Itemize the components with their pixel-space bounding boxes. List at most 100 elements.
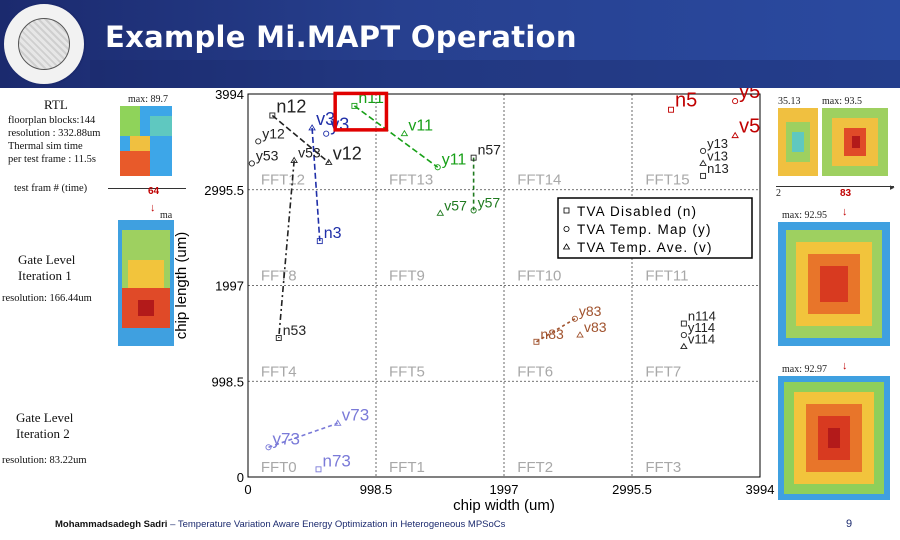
axis-ticks: 0 998.5 1997 2995.5 3994 0 998.5 1997 2995.5 3994 <box>204 88 774 497</box>
move-lines-layer <box>268 105 576 449</box>
seal-emblem-icon <box>18 18 70 70</box>
point-marker-triangle <box>333 419 342 426</box>
point-marker-circle <box>571 315 578 322</box>
point-marker-triangle <box>324 158 333 165</box>
point-label: y114 <box>688 320 715 335</box>
legend-box <box>557 197 753 259</box>
point-label: y11 <box>442 151 467 168</box>
rtl-line: resolution : 332.88um <box>8 128 101 139</box>
point-marker-circle <box>323 130 330 137</box>
rtl-line: Thermal sim time <box>8 141 83 152</box>
left-panel: RTL floorplan blocks:144 resolution : 33… <box>0 92 200 522</box>
point-label: y73 <box>273 429 300 448</box>
point-marker-square <box>470 154 477 161</box>
fft-block-label: FFT13 <box>389 172 433 189</box>
point-marker-square <box>316 238 323 245</box>
point-marker-square <box>700 172 707 179</box>
point-marker-triangle <box>680 342 688 350</box>
point-marker-triangle <box>308 124 316 131</box>
point-marker-triangle <box>699 159 707 166</box>
chart-legend: TVA Disabled (n) TVA Temp. Map (y) TVA Tem… <box>557 197 753 259</box>
fft-block-label: FFT12 <box>261 172 305 189</box>
highlight-box <box>333 91 389 132</box>
fft-block-label: FFT1 <box>389 459 425 476</box>
fft-block-label: FFT14 <box>517 172 561 189</box>
point-marker-circle <box>255 138 262 145</box>
gate1-max-label: ma <box>160 210 173 221</box>
x-tick-label: 998.5 <box>360 482 393 497</box>
point-label: v5 <box>739 116 760 138</box>
gate1-arrow-icon: ↓ <box>150 202 156 214</box>
point-label: n3 <box>324 225 342 242</box>
slide-footer: Mohammadsadegh Sadri – Temperature Varia… <box>55 519 505 530</box>
point-label: v3 <box>316 109 335 129</box>
legend-entry: TVA Temp. Ave. (v) <box>577 240 713 255</box>
point-label: n83 <box>540 326 564 342</box>
move-line <box>271 114 330 164</box>
point-label: v73 <box>342 405 369 424</box>
fft-label-layer: FFT12 FFT13 FFT14 FFT15 FFT8 FFT9 FFT10 FFT11 FF… <box>261 172 690 477</box>
fft-block-label: FFT15 <box>645 172 689 189</box>
point-label: v114 <box>688 332 715 347</box>
y-tick-label: 998.5 <box>211 374 244 389</box>
legend-entry: TVA Temp. Map (y) <box>577 222 712 237</box>
rtl-max-label: max: 89.7 <box>128 94 168 105</box>
point-label: v83 <box>584 319 607 335</box>
rtl-axis-label: test fram # (time) <box>14 183 88 194</box>
move-line <box>536 318 576 343</box>
gate2-heading-line: Iteration 2 <box>16 426 70 441</box>
slide-title: Example Mi.MAPT Operation <box>105 20 577 54</box>
point-label: y53 <box>256 147 279 163</box>
rtl-line: per test frame : 11.5s <box>8 154 96 165</box>
point-marker-circle <box>248 160 255 167</box>
fft-block-label: FFT0 <box>261 459 297 476</box>
point-label: y83 <box>579 303 602 319</box>
fft-block-label: FFT6 <box>517 363 553 380</box>
point-label: y3 <box>330 115 349 135</box>
legend-marker-triangle <box>562 243 571 250</box>
y-axis-label: chip length (um) <box>173 232 190 340</box>
fft-block-label: FFT11 <box>645 267 688 284</box>
point-label: n73 <box>323 451 351 470</box>
header-band <box>90 60 900 88</box>
right-mid-arrow-icon: ↓ <box>842 206 848 218</box>
footer-author: Mohammadsadegh Sadri <box>55 519 168 530</box>
right-top-max-a: 35.13 <box>778 96 801 107</box>
gate1-thermal-map <box>118 220 174 346</box>
fft-block-label: FFT8 <box>261 267 297 284</box>
gate1-heading: Gate Level Iteration 1 <box>18 252 75 284</box>
right-axis-tick-a: 2 <box>776 188 781 199</box>
point-marker-square <box>269 112 276 119</box>
x-tick-label: 2995.5 <box>612 482 652 497</box>
point-marker-square <box>680 320 687 327</box>
point-marker-square <box>275 335 282 341</box>
rtl-thermal-map <box>120 106 172 176</box>
fft-block-label: FFT5 <box>389 363 425 380</box>
point-label: y5 <box>739 88 760 103</box>
right-bot-max-label: max: 92.97 <box>782 364 827 375</box>
point-label: v57 <box>444 197 467 213</box>
right-bot-arrow-icon: ↓ <box>842 360 848 372</box>
point-marker-square <box>315 466 322 473</box>
point-label: v12 <box>333 143 362 163</box>
point-label: y12 <box>262 125 285 141</box>
gate1-resolution: resolution: 166.44um <box>2 293 92 304</box>
right-top-thermal-map-b <box>822 108 888 176</box>
gate1-heading-line: Gate Level <box>18 252 76 267</box>
fft-block-label: FFT10 <box>517 267 561 284</box>
point-marker-circle <box>680 332 687 339</box>
rtl-info: floorplan blocks:144 resolution : 332.88… <box>8 114 100 166</box>
move-line <box>311 127 321 242</box>
move-line <box>353 105 439 168</box>
y-tick-label: 0 <box>237 470 244 485</box>
point-label: n114 <box>688 309 716 324</box>
point-marker-circle <box>434 164 441 171</box>
chart-frame <box>247 93 761 478</box>
point-marker-triangle <box>400 129 409 137</box>
point-label: y57 <box>478 194 501 210</box>
point-label: n53 <box>283 322 307 338</box>
point-label: v53 <box>298 145 321 161</box>
point-marker-triangle <box>290 156 298 164</box>
fft-block-label: FFT7 <box>645 363 681 380</box>
